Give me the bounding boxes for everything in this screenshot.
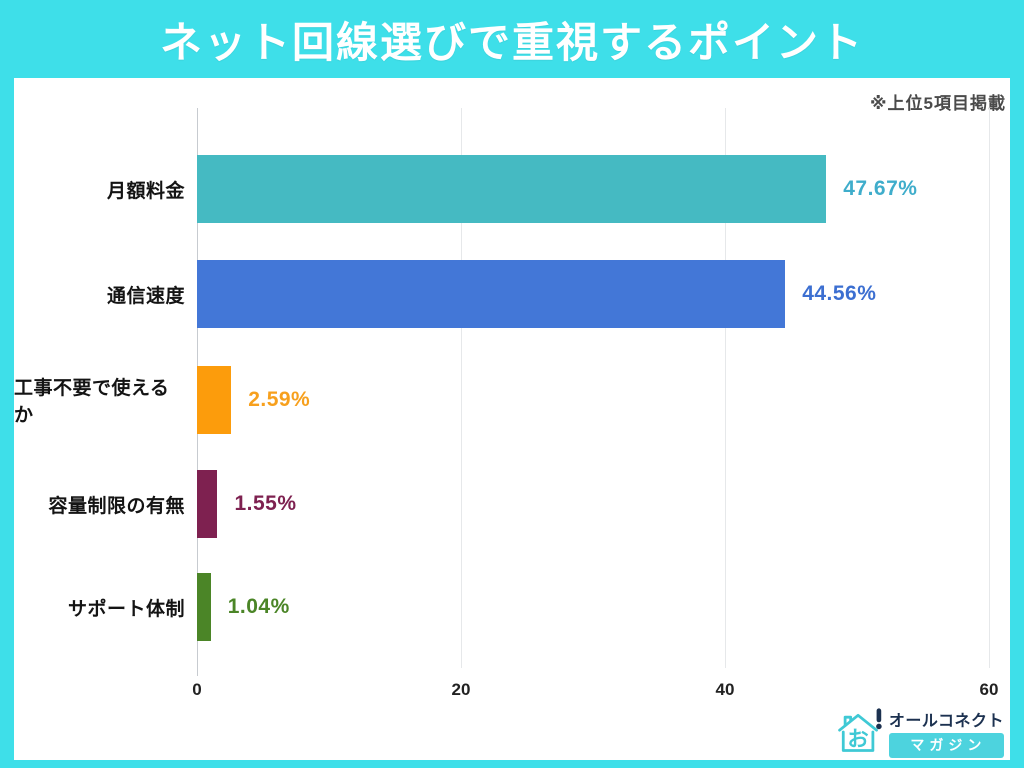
value-label: 2.59%	[248, 388, 311, 411]
bar	[197, 470, 218, 538]
value-label: 1.04%	[227, 595, 290, 618]
brand-badge: マガジン	[888, 732, 1004, 758]
category-label: 月額料金	[106, 180, 185, 202]
value-label: 47.67%	[843, 177, 918, 200]
value-label: 1.55%	[234, 492, 297, 515]
x-tick-label: 60	[979, 680, 999, 699]
gridline	[989, 108, 990, 668]
header-band: ネット回線選びで重視するポイント	[0, 0, 1024, 78]
logo-text: オールコネクト マガジン	[888, 707, 1004, 758]
category-label: 工事不要で使えるか	[14, 378, 170, 426]
page-title: ネット回線選びで重視するポイント	[159, 18, 864, 66]
bar	[197, 366, 232, 434]
house-logo-icon: お	[837, 708, 882, 752]
brand-name: オールコネクト	[888, 712, 1004, 730]
top5-note: ※上位5項目掲載	[870, 94, 1006, 113]
category-label: 容量制限の有無	[48, 495, 185, 517]
chart-card: ※上位5項目掲載 0 20 40 60 月額料金 47.67% 通信速度 44.56% 工事不要…	[14, 78, 1010, 760]
x-tick-label: 0	[192, 680, 202, 699]
logo-o-char: お	[847, 727, 868, 751]
gridline	[461, 108, 462, 668]
brand-logo: お オールコネクト マガジン	[834, 706, 1004, 758]
x-tick-label: 20	[451, 680, 471, 699]
gridline	[725, 108, 726, 668]
bar	[197, 260, 786, 328]
category-label: サポート体制	[67, 598, 185, 620]
category-label: 通信速度	[106, 285, 185, 307]
bar-chart: 0 20 40 60 月額料金 47.67% 通信速度 44.56% 工事不要で使えるか 2.59…	[14, 78, 1010, 760]
bar	[197, 155, 827, 223]
bar	[197, 573, 211, 641]
value-label: 44.56%	[802, 282, 877, 305]
x-tick-label: 40	[715, 680, 735, 699]
